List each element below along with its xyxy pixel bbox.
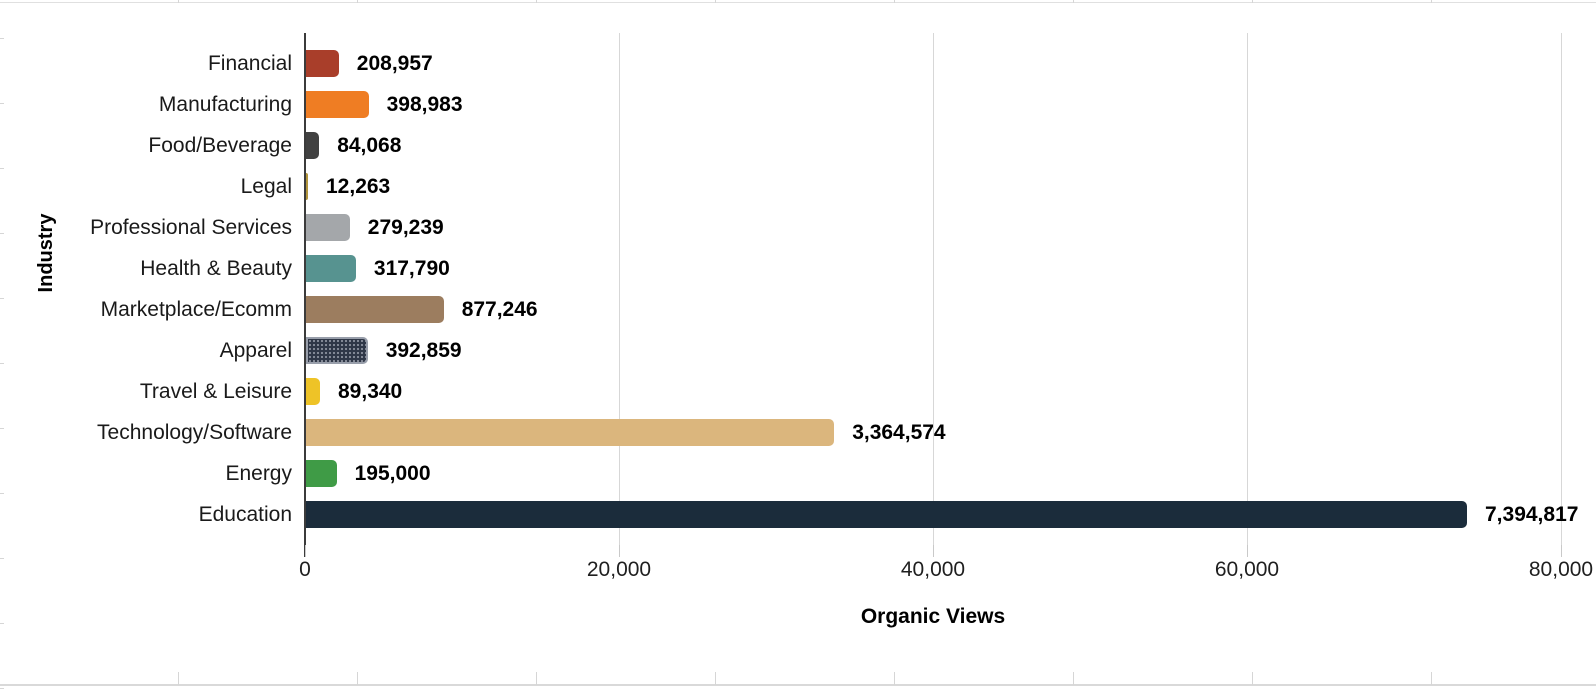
- category-label: Health & Beauty: [140, 257, 292, 280]
- category-label: Energy: [225, 462, 292, 485]
- category-label: Marketplace/Ecomm: [100, 298, 292, 321]
- category-label: Professional Services: [90, 216, 292, 239]
- sheet-row-stub: [0, 428, 4, 429]
- sheet-column-stub: [1073, 0, 1074, 3]
- sheet-row-stub: [0, 623, 4, 624]
- bar[interactable]: [306, 378, 320, 405]
- bar[interactable]: [306, 50, 339, 77]
- category-label: Apparel: [219, 339, 292, 362]
- value-label: 392,859: [385, 339, 462, 362]
- axis-tick-mark: [305, 545, 306, 557]
- value-label: 208,957: [356, 52, 433, 75]
- sheet-row-stub: [0, 493, 4, 494]
- sheet-column-stub: [178, 0, 179, 3]
- category-label: Financial: [207, 52, 292, 75]
- sheet-column-stub: [357, 672, 358, 685]
- sheet-column-stub: [894, 0, 895, 3]
- bar[interactable]: [306, 296, 444, 323]
- bar[interactable]: [306, 173, 308, 200]
- x-axis-tick-label: 40,000: [900, 558, 966, 581]
- sheet-row-stub: [0, 363, 4, 364]
- value-label: 317,790: [373, 257, 450, 280]
- bar[interactable]: [306, 214, 350, 241]
- sheet-column-stub: [715, 672, 716, 685]
- sheet-column-stub: [1431, 0, 1432, 3]
- gridline: [933, 33, 934, 545]
- axis-tick-mark: [1561, 545, 1562, 557]
- value-label: 3,364,574: [852, 421, 946, 444]
- category-label: Legal: [240, 175, 292, 198]
- x-axis-title: Organic Views: [860, 605, 1006, 628]
- y-axis-line: [304, 33, 306, 557]
- sheet-column-stub: [536, 0, 537, 3]
- gridline: [619, 33, 620, 545]
- value-label: 12,263: [326, 175, 391, 198]
- value-label: 84,068: [337, 134, 402, 157]
- bar[interactable]: [306, 419, 835, 446]
- value-label: 279,239: [367, 216, 444, 239]
- x-axis-tick-label: 80,000: [1528, 558, 1594, 581]
- axis-tick-mark: [933, 545, 934, 557]
- sheet-column-stub: [715, 0, 716, 3]
- value-label: 398,983: [386, 93, 463, 116]
- category-label: Food/Beverage: [148, 134, 292, 157]
- value-label: 7,394,817: [1485, 503, 1579, 526]
- value-label: 877,246: [461, 298, 538, 321]
- bar[interactable]: [306, 132, 320, 159]
- sheet-column-stub: [1252, 672, 1253, 685]
- x-axis-tick-label: 20,000: [586, 558, 652, 581]
- sheet-column-stub: [1431, 672, 1432, 685]
- category-label: Technology/Software: [97, 421, 292, 444]
- value-label: 195,000: [354, 462, 431, 485]
- value-label: 89,340: [338, 380, 403, 403]
- sheet-row-stub: [0, 233, 4, 234]
- category-label: Travel & Leisure: [139, 380, 292, 403]
- sheet-row-stub: [0, 168, 4, 169]
- sheet-row-stub: [0, 558, 4, 559]
- gridline: [1247, 33, 1248, 545]
- category-label: Education: [198, 503, 292, 526]
- bar[interactable]: [306, 91, 369, 118]
- sheet-row-stub: [0, 103, 4, 104]
- y-axis-title: Industry: [35, 213, 57, 293]
- bar[interactable]: [306, 501, 1467, 528]
- sheet-column-stub: [894, 672, 895, 685]
- sheet-column-stub: [536, 672, 537, 685]
- axis-tick-mark: [1247, 545, 1248, 557]
- bar[interactable]: [306, 460, 337, 487]
- sheet-column-stub: [1073, 672, 1074, 685]
- axis-tick-mark: [619, 545, 620, 557]
- x-axis-tick-label: 60,000: [1214, 558, 1280, 581]
- sheet-gridline-horizontal: [0, 684, 1596, 686]
- sheet-column-stub: [178, 672, 179, 685]
- x-axis-tick-label: 0: [299, 558, 311, 581]
- sheet-row-stub: [0, 298, 4, 299]
- category-label: Manufacturing: [158, 93, 292, 116]
- sheet-gridline-horizontal: [0, 2, 1596, 3]
- sheet-row-stub: [0, 38, 4, 39]
- sheet-row-stub: [0, 688, 4, 689]
- sheet-column-stub: [357, 0, 358, 3]
- bar[interactable]: [306, 255, 356, 282]
- bar[interactable]: [306, 337, 368, 364]
- sheet-column-stub: [1252, 0, 1253, 3]
- gridline: [1561, 33, 1562, 545]
